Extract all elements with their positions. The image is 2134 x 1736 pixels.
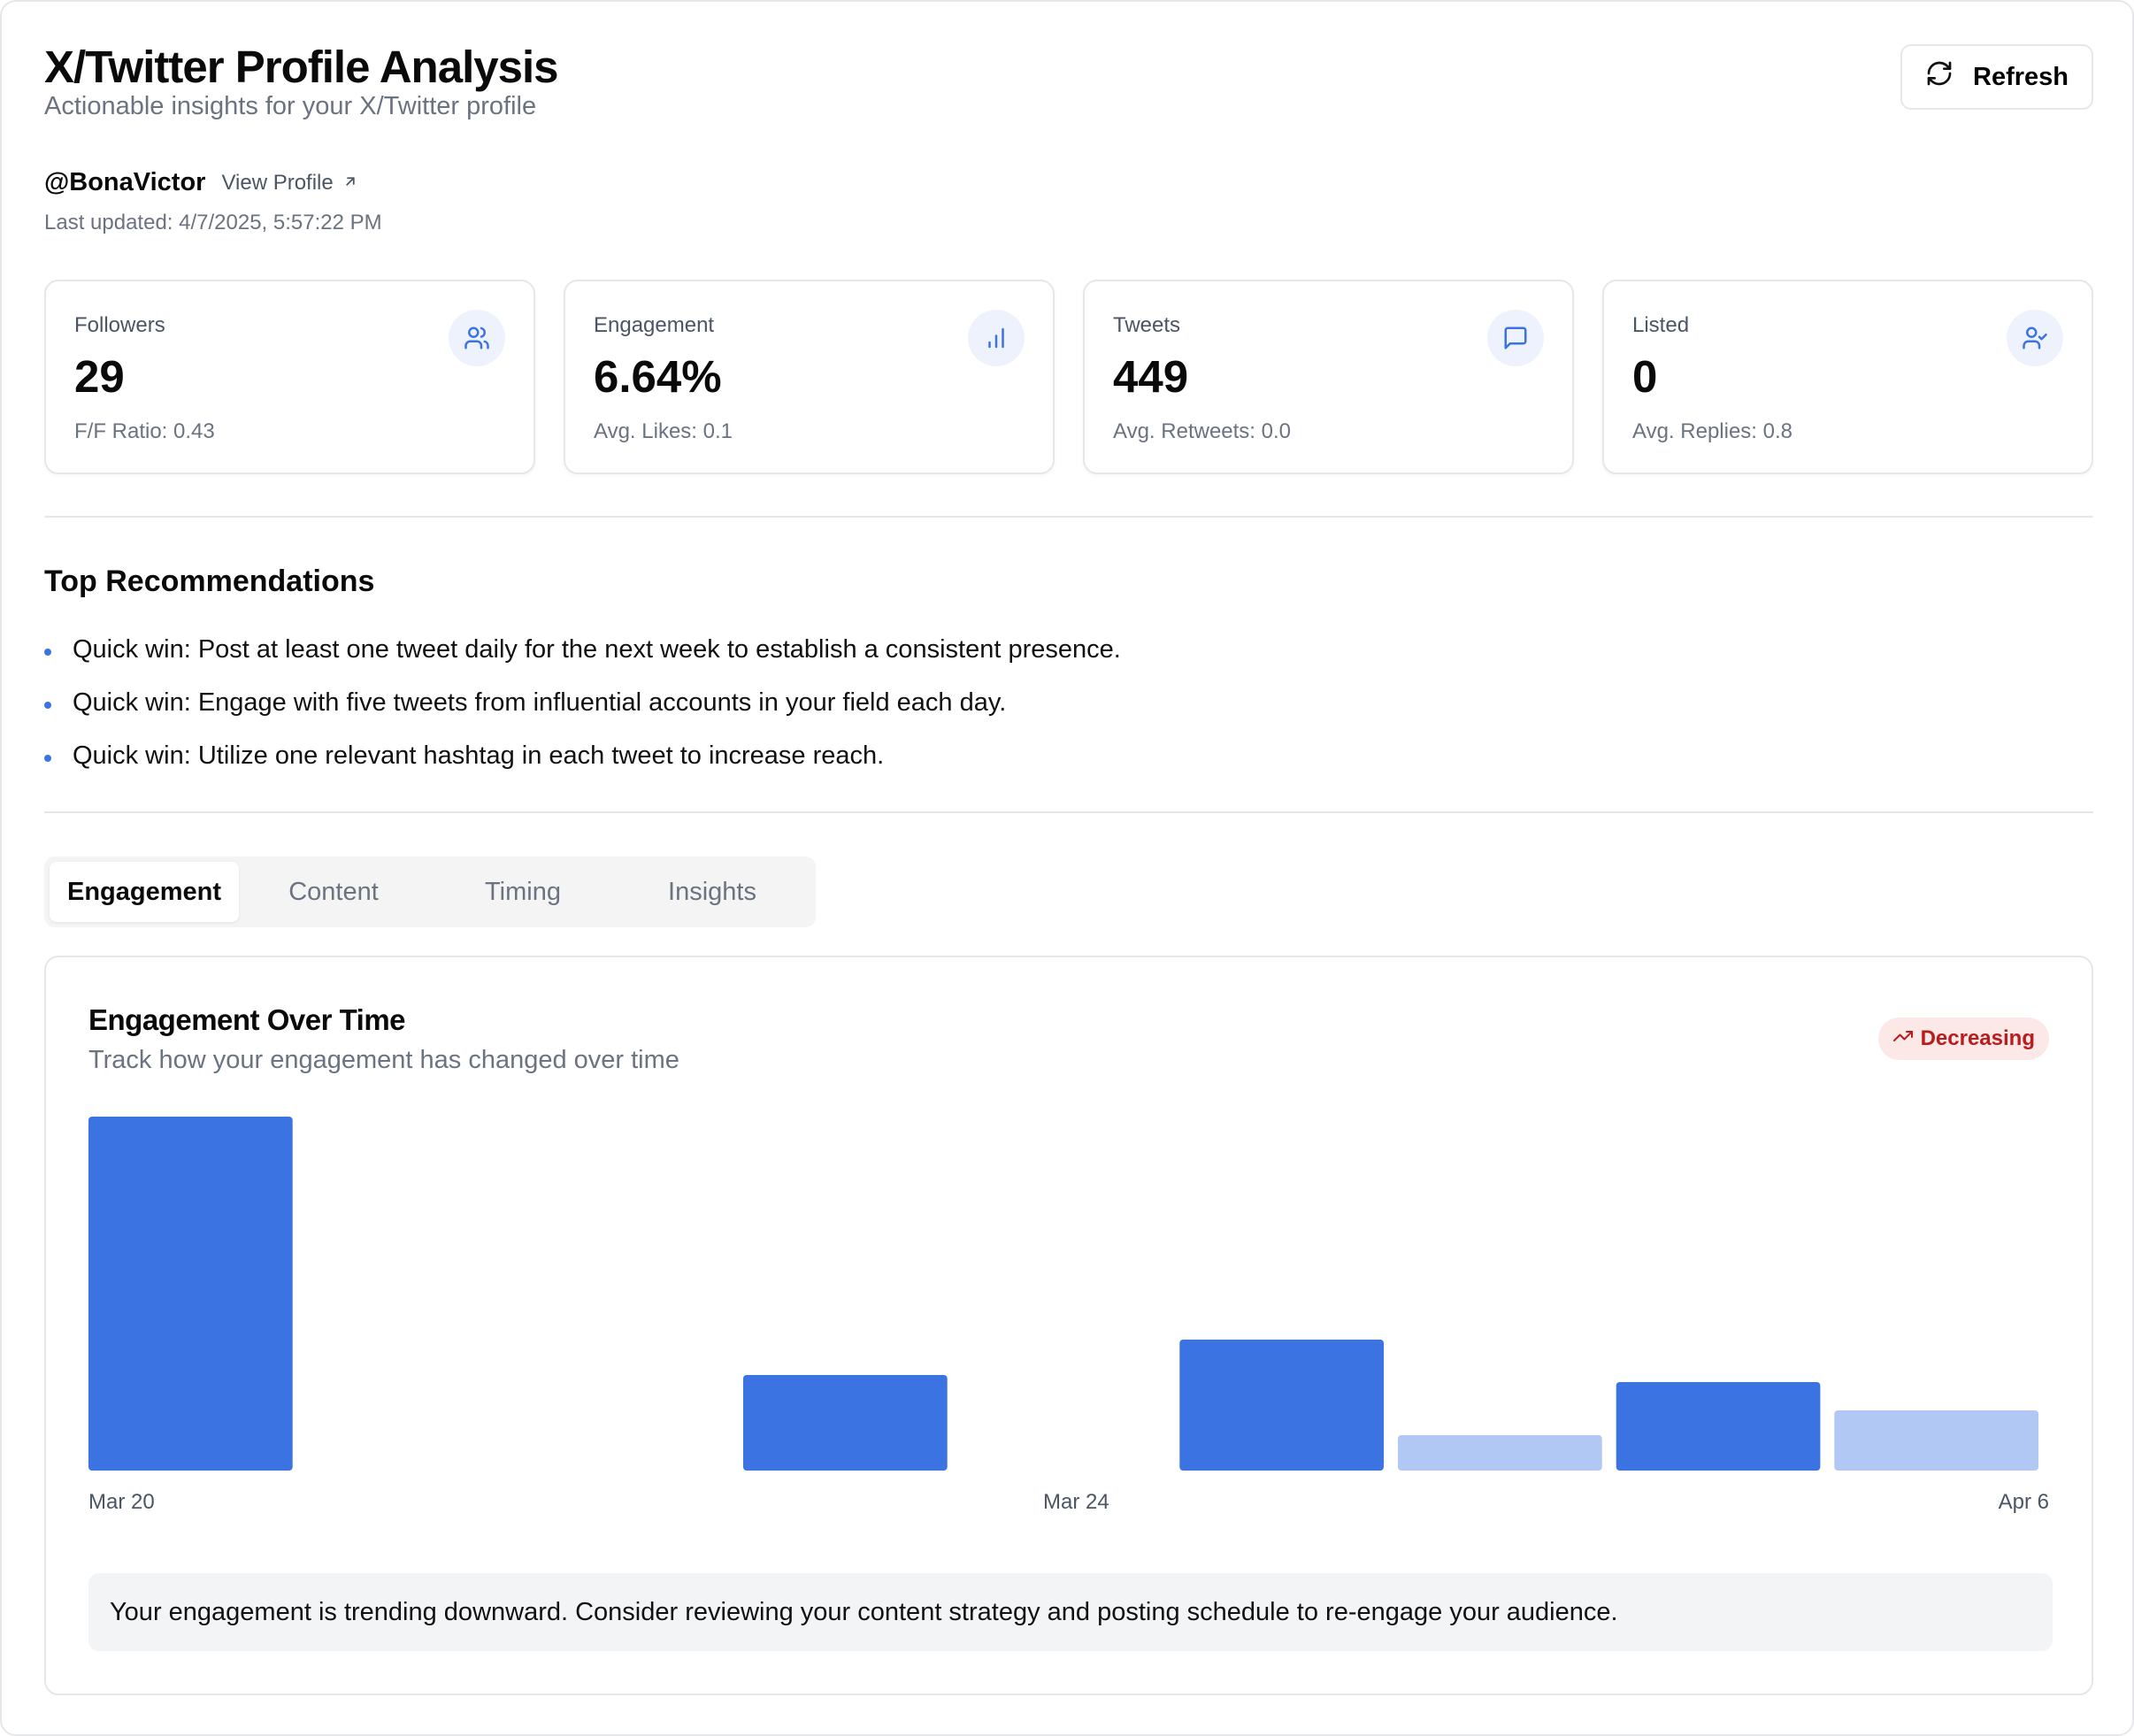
chart-bar <box>1398 1435 1602 1471</box>
recommendation-text: Quick win: Utilize one relevant hashtag … <box>73 741 885 770</box>
tab-engagement[interactable]: Engagement <box>50 862 239 922</box>
stat-label: Listed <box>1632 313 1690 337</box>
chart-bar <box>88 1117 293 1471</box>
stat-card-followers: Followers 29 F/F Ratio: 0.43 <box>44 280 535 474</box>
user-check-icon <box>2007 310 2063 366</box>
recommendation-text: Quick win: Engage with five tweets from … <box>73 687 1007 717</box>
stat-label: Engagement <box>594 313 715 337</box>
bullet-icon <box>44 702 51 709</box>
trending-down-icon <box>1892 1025 1914 1053</box>
last-updated: Last updated: 4/7/2025, 5:57:22 PM <box>44 211 382 234</box>
users-icon <box>449 310 505 366</box>
tab-bar: Engagement Content Timing Insights <box>44 856 816 927</box>
bullet-icon <box>44 649 51 656</box>
profile-handle: @BonaVictor <box>44 168 206 196</box>
stat-value: 29 <box>74 351 125 402</box>
engagement-chart-card: Engagement Over Time Track how your enga… <box>44 956 2093 1695</box>
recommendations-list: Quick win: Post at least one tweet daily… <box>44 623 1121 782</box>
stat-value: 6.64% <box>594 351 722 402</box>
stat-sub: Avg. Replies: 0.8 <box>1632 419 1792 443</box>
view-profile-label: View Profile <box>221 170 334 195</box>
chart-bar <box>1616 1382 1821 1471</box>
stat-value: 0 <box>1632 351 1658 402</box>
engagement-note: Your engagement is trending downward. Co… <box>88 1573 2053 1651</box>
refresh-icon <box>1925 59 1954 95</box>
chart-bar <box>1834 1410 2038 1471</box>
refresh-label: Refresh <box>1973 62 2069 91</box>
profile-row: @BonaVictor View Profile <box>44 168 358 197</box>
page-subtitle: Actionable insights for your X/Twitter p… <box>44 92 537 120</box>
stat-sub: Avg. Likes: 0.1 <box>594 419 733 443</box>
external-link-icon <box>342 171 358 196</box>
stat-card-engagement: Engagement 6.64% Avg. Likes: 0.1 <box>564 280 1055 474</box>
tab-content[interactable]: Content <box>288 877 379 906</box>
list-item: Quick win: Engage with five tweets from … <box>44 676 1121 729</box>
divider <box>44 516 2093 518</box>
x-tick-label: Mar 20 <box>88 1490 155 1514</box>
chart-subtitle: Track how your engagement has changed ov… <box>88 1046 679 1074</box>
engagement-bar-chart <box>88 1117 2038 1471</box>
chart-bar <box>1179 1340 1384 1471</box>
list-item: Quick win: Utilize one relevant hashtag … <box>44 729 1121 782</box>
view-profile-link[interactable]: View Profile <box>221 171 357 196</box>
divider <box>44 811 2093 813</box>
chart-title: Engagement Over Time <box>88 1003 406 1036</box>
stat-sub: Avg. Retweets: 0.0 <box>1113 419 1291 443</box>
stat-sub: F/F Ratio: 0.43 <box>74 419 215 443</box>
recommendations-title: Top Recommendations <box>44 565 375 598</box>
stat-label: Followers <box>74 313 165 337</box>
bullet-icon <box>44 755 51 762</box>
page-title: X/Twitter Profile Analysis <box>44 42 558 92</box>
stat-label: Tweets <box>1113 313 1181 337</box>
stat-value: 449 <box>1113 351 1189 402</box>
recommendation-text: Quick win: Post at least one tweet daily… <box>73 634 1121 664</box>
list-item: Quick win: Post at least one tweet daily… <box>44 623 1121 676</box>
trend-label: Decreasing <box>1920 1026 2035 1050</box>
x-tick-label: Mar 24 <box>1043 1490 1109 1514</box>
stat-card-listed: Listed 0 Avg. Replies: 0.8 <box>1602 280 2093 474</box>
stat-card-tweets: Tweets 449 Avg. Retweets: 0.0 <box>1083 280 1574 474</box>
tab-timing[interactable]: Timing <box>485 877 561 906</box>
trend-badge: Decreasing <box>1877 1018 2049 1060</box>
x-tick-label: Apr 6 <box>1998 1490 2049 1514</box>
bar-chart-icon <box>968 310 1025 366</box>
refresh-button[interactable]: Refresh <box>1900 44 2093 110</box>
message-icon <box>1487 310 1544 366</box>
chart-bar <box>743 1375 948 1471</box>
tab-insights[interactable]: Insights <box>668 877 756 906</box>
